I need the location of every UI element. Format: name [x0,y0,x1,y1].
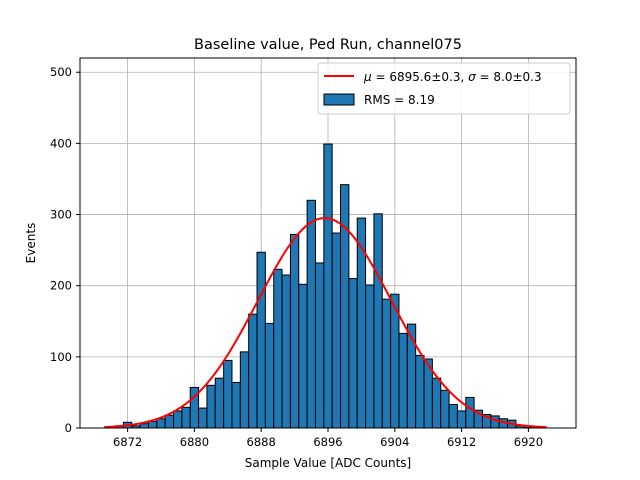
chart-title: Baseline value, Ped Run, channel075 [194,37,462,53]
histogram-bar [156,418,166,429]
histogram-bar [198,407,208,429]
histogram-bar [264,322,275,429]
y-tick-label: 100 [50,350,72,364]
histogram-bar [398,332,408,429]
y-tick-label: 300 [50,208,72,222]
histogram-bar [490,415,500,429]
x-axis-ticks: 6872 6880 6888 6896 6904 6912 6920 [113,428,543,449]
histogram-bar [340,184,350,429]
y-axis-label: Events [24,223,38,264]
y-tick-label: 500 [50,65,72,79]
legend-fit-label: μ = 6895.6±0.3, σ = 8.0±0.3 [363,70,542,84]
histogram-bar [465,396,475,429]
histogram-bar [248,313,258,429]
histogram-bar [273,268,283,429]
histogram-bar [381,298,392,429]
histogram-bar [206,384,216,429]
x-tick-label: 6896 [313,435,342,449]
y-tick-label: 0 [65,421,72,435]
x-axis-label: Sample Value [ADC Counts] [245,456,411,470]
histogram-bar [365,284,375,429]
histogram-bar [164,414,175,429]
histogram-bar [373,213,383,429]
histogram-bar [281,274,291,429]
histogram-bar [323,143,333,429]
legend-sigma-value: = 8.0±0.3 [476,70,542,84]
y-axis-ticks: 0 100 200 300 400 500 [50,65,80,435]
histogram-bar [440,389,450,429]
x-tick-label: 6880 [180,435,209,449]
histogram-bar [173,410,183,429]
histogram-bar [256,251,266,429]
y-tick-label: 400 [50,136,72,150]
legend: μ = 6895.6±0.3, σ = 8.0±0.3 RMS = 8.19 [317,62,571,115]
x-tick-label: 6912 [447,435,476,449]
histogram-bar [289,233,300,429]
histogram-bar [356,217,367,429]
legend-sigma-symbol: σ [468,70,476,84]
legend-rms-swatch [323,93,355,106]
x-tick-label: 6920 [514,435,543,449]
legend-mu-value: = 6895.6±0.3, [372,70,468,84]
histogram-bar [314,262,325,429]
histogram-bar [431,377,442,429]
legend-box [317,62,571,115]
legend-rms-label: RMS = 8.19 [364,93,435,107]
y-tick-label: 200 [50,279,72,293]
x-tick-label: 6872 [113,435,142,449]
histogram-bar [348,278,358,429]
gaussian-fit-curve [104,217,547,429]
histogram-bar [456,410,467,429]
histogram-bar [415,354,425,429]
histogram-bar [181,406,191,429]
legend-mu-symbol: μ [363,70,372,84]
histogram-bar [331,232,342,429]
histogram-bar [139,423,149,429]
histogram-bar [223,359,233,429]
histogram-bar [147,421,158,429]
histogram-bar [448,404,458,429]
histogram-bar [239,351,250,429]
histogram-bar [214,377,225,429]
histogram-bar [231,381,241,429]
histogram-bar [306,199,316,429]
x-tick-label: 6888 [247,435,276,449]
histogram-bar [298,283,308,429]
x-tick-label: 6904 [380,435,409,449]
